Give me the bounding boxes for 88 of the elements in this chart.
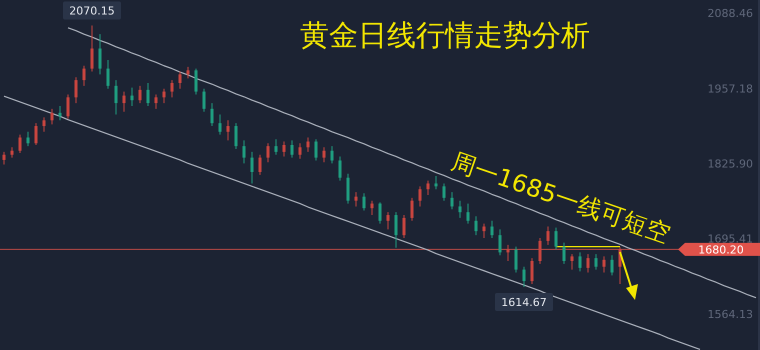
candlestick <box>274 138 278 156</box>
candlestick <box>218 114 222 136</box>
candlestick <box>42 116 46 132</box>
candlestick <box>450 192 454 210</box>
candlestick <box>306 137 310 152</box>
candlestick <box>514 246 518 273</box>
candlestick <box>202 88 206 112</box>
candlestick <box>210 102 214 127</box>
candlestick <box>554 227 558 250</box>
candlestick <box>82 65 86 86</box>
candlestick <box>562 242 566 264</box>
candlestick <box>106 60 110 90</box>
ref-line-label: 1680.20 <box>698 243 744 256</box>
candlestick <box>370 200 374 216</box>
candlestick <box>322 146 326 163</box>
candlestick <box>594 254 598 270</box>
candlestick <box>546 226 550 246</box>
y-tick-label: 2088.46 <box>708 6 753 20</box>
candlestick <box>178 70 182 90</box>
y-tick-label: 1957.18 <box>708 82 753 96</box>
candlestick <box>394 212 398 248</box>
candlestick <box>186 66 190 79</box>
annotation: 周一1685一线可短空 <box>448 147 674 248</box>
candlestick <box>354 192 358 207</box>
text: 黄金日线行情走势分析 <box>300 18 590 52</box>
candlestick <box>282 141 286 157</box>
candlestick <box>330 146 334 164</box>
candlestick <box>602 256 606 273</box>
candlestick <box>362 192 366 211</box>
annotation: 1614.67 <box>501 296 547 310</box>
candlestick <box>498 228 502 256</box>
candlestick <box>426 180 430 196</box>
candlestick <box>458 200 462 218</box>
y-tick-label: 1564.13 <box>708 308 753 322</box>
candlestick <box>538 238 542 264</box>
candlestick <box>610 254 614 276</box>
candlestick <box>170 80 174 98</box>
candlestick <box>194 68 198 95</box>
candlestick <box>578 252 582 272</box>
candlestick <box>402 214 406 239</box>
candlestick <box>250 151 254 184</box>
y-tick-label: 1695.41 <box>708 232 753 246</box>
candlestick <box>26 131 30 147</box>
candlestick <box>530 258 534 284</box>
candlestick <box>506 244 510 262</box>
candlestick <box>522 266 526 288</box>
candlestick <box>466 203 470 224</box>
candlestick <box>234 122 238 150</box>
candlestick <box>314 138 318 161</box>
candlestick <box>18 134 22 154</box>
candlestick <box>482 223 486 239</box>
candlestick <box>226 120 230 141</box>
candlestick <box>418 186 422 207</box>
candlestick <box>570 254 574 270</box>
candlestick <box>90 24 94 72</box>
candlestick <box>66 94 70 120</box>
candlestick <box>242 140 246 164</box>
candlestick <box>474 216 478 236</box>
candlestick <box>58 105 62 121</box>
candlestick <box>290 140 294 158</box>
candlestick <box>2 151 6 166</box>
candlestick <box>114 80 118 116</box>
candlestick <box>298 142 302 160</box>
annotation: 2070.15 <box>69 4 115 18</box>
candlestick <box>50 108 54 125</box>
candlestick <box>490 220 494 239</box>
candlestick <box>34 122 38 146</box>
candlestick <box>434 176 438 190</box>
candlestick <box>258 154 262 176</box>
candlestick <box>338 156 342 182</box>
candlestick <box>10 146 14 158</box>
candlestick <box>378 202 382 224</box>
line-series <box>3 96 701 350</box>
candlestick <box>130 87 134 106</box>
candlestick <box>410 197 414 222</box>
candlestick <box>266 142 270 163</box>
candlestick <box>586 254 590 273</box>
candlestick <box>74 76 78 104</box>
candlestick <box>146 82 150 106</box>
candlestick <box>346 173 350 204</box>
y-tick-label: 1825.90 <box>708 158 753 171</box>
candlestick <box>386 212 390 230</box>
candlestick <box>162 88 166 104</box>
candlestick <box>98 34 102 75</box>
candlestick <box>138 85 142 104</box>
candlestick <box>122 91 126 112</box>
candlestick <box>154 94 158 110</box>
candlestick <box>442 182 446 202</box>
